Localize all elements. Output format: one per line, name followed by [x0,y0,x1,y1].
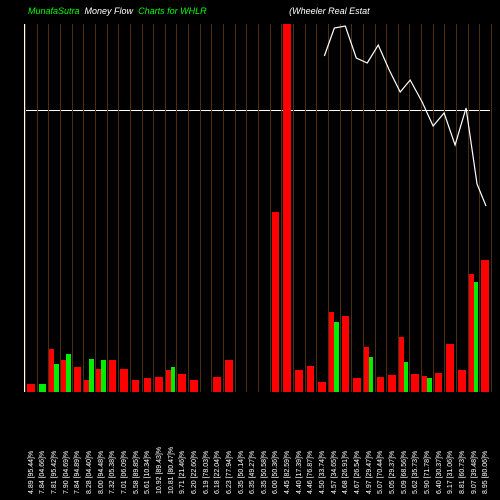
x-tick-label: 9.71 [21.46]% [179,451,186,494]
x-tick-label: 6.40 [30.37]% [436,451,443,494]
x-tick-label: 7.32 [05.38]% [109,451,116,494]
x-tick-label: 8.95 [80.06]% [482,451,489,494]
x-tick-label: 8.28 [04.40]% [86,451,93,494]
x-tick-label: 4.89 [95.44]% [28,451,35,494]
chart-title: MunafaSutra Money Flow Charts for WHLR (… [28,6,490,16]
x-tick-label: 6.18 [22.04]% [214,451,221,494]
x-tick-label: 6.35 [50.58]% [261,451,268,494]
x-tick-label: 7.01 [06.09]% [121,451,128,494]
x-tick-label: 5.09 [68.56]% [401,451,408,494]
vertical-gridline [491,24,492,392]
x-tick-label: 5.05 [29.37]% [389,451,396,494]
x-tick-label: 6.35 [49.27]% [249,451,256,494]
x-tick-label: 4.67 [26.54]% [354,451,361,494]
x-tick-label: 7.81 [95.42]% [51,451,58,494]
x-tick-label: 6.35 [50.14]% [238,451,245,494]
x-tick-label: 4.68 [26.91]% [342,451,349,494]
x-axis-labels: 4.89 [95.44]% 7.84 [04.66]% 7.81 [95.42]% 7… [24,394,490,500]
x-tick-label: 5.07 [70.44]% [377,451,384,494]
x-tick-label: 7.84 [94.89]% [74,451,81,494]
x-tick-label: 7.84 [04.66]% [39,451,46,494]
x-tick-label: 9.17 [31.06]% [447,451,454,494]
x-tick-label: 6.19 [78.03]% [203,451,210,494]
x-tick-label: 4.50 [33.74]% [319,451,326,494]
x-tick-label: 9.07 [39.48]% [471,451,478,494]
x-tick-label: 8.00 [94.48]% [98,451,105,494]
x-tick-label: 4.45 [82.59]% [284,451,291,494]
x-tick-label: 7.90 [04.69]% [63,451,70,494]
x-tick-label: 4.40 [17.39]% [296,451,303,494]
x-tick-label: 5.90 [71.78]% [424,451,431,494]
title-segment: Charts for WHLR [136,6,207,16]
x-tick-label: 4.46 [76.87]% [307,451,314,494]
line-path [324,26,486,206]
x-tick-label: 4.97 [29.47]% [366,451,373,494]
x-tick-label: 10.81 [80.47]% [168,447,175,494]
x-tick-label: 5.62 [35.73]% [412,451,419,494]
x-tick-label: 8.81 [60.73]% [459,451,466,494]
x-tick-label: 10.92 [89.43]% [156,447,163,494]
title-segment: (Wheeler Real Estat [207,6,370,16]
title-segment: Money Flow [82,6,136,16]
x-tick-label: 4.57 [34.65]% [331,451,338,494]
title-segment: MunafaSutra [28,6,82,16]
x-tick-label: 5.61 [10.34]% [144,451,151,494]
x-tick-label: 5.58 [89.85]% [133,451,140,494]
money-flow-chart: MunafaSutra Money Flow Charts for WHLR (… [0,0,500,500]
price-line [25,24,490,392]
x-tick-label: 6.20 [22.60]% [191,451,198,494]
x-tick-label: 6.23 [77.94]% [226,451,233,494]
plot-area [24,24,490,392]
x-tick-label: 6.00 [50.36]% [272,451,279,494]
